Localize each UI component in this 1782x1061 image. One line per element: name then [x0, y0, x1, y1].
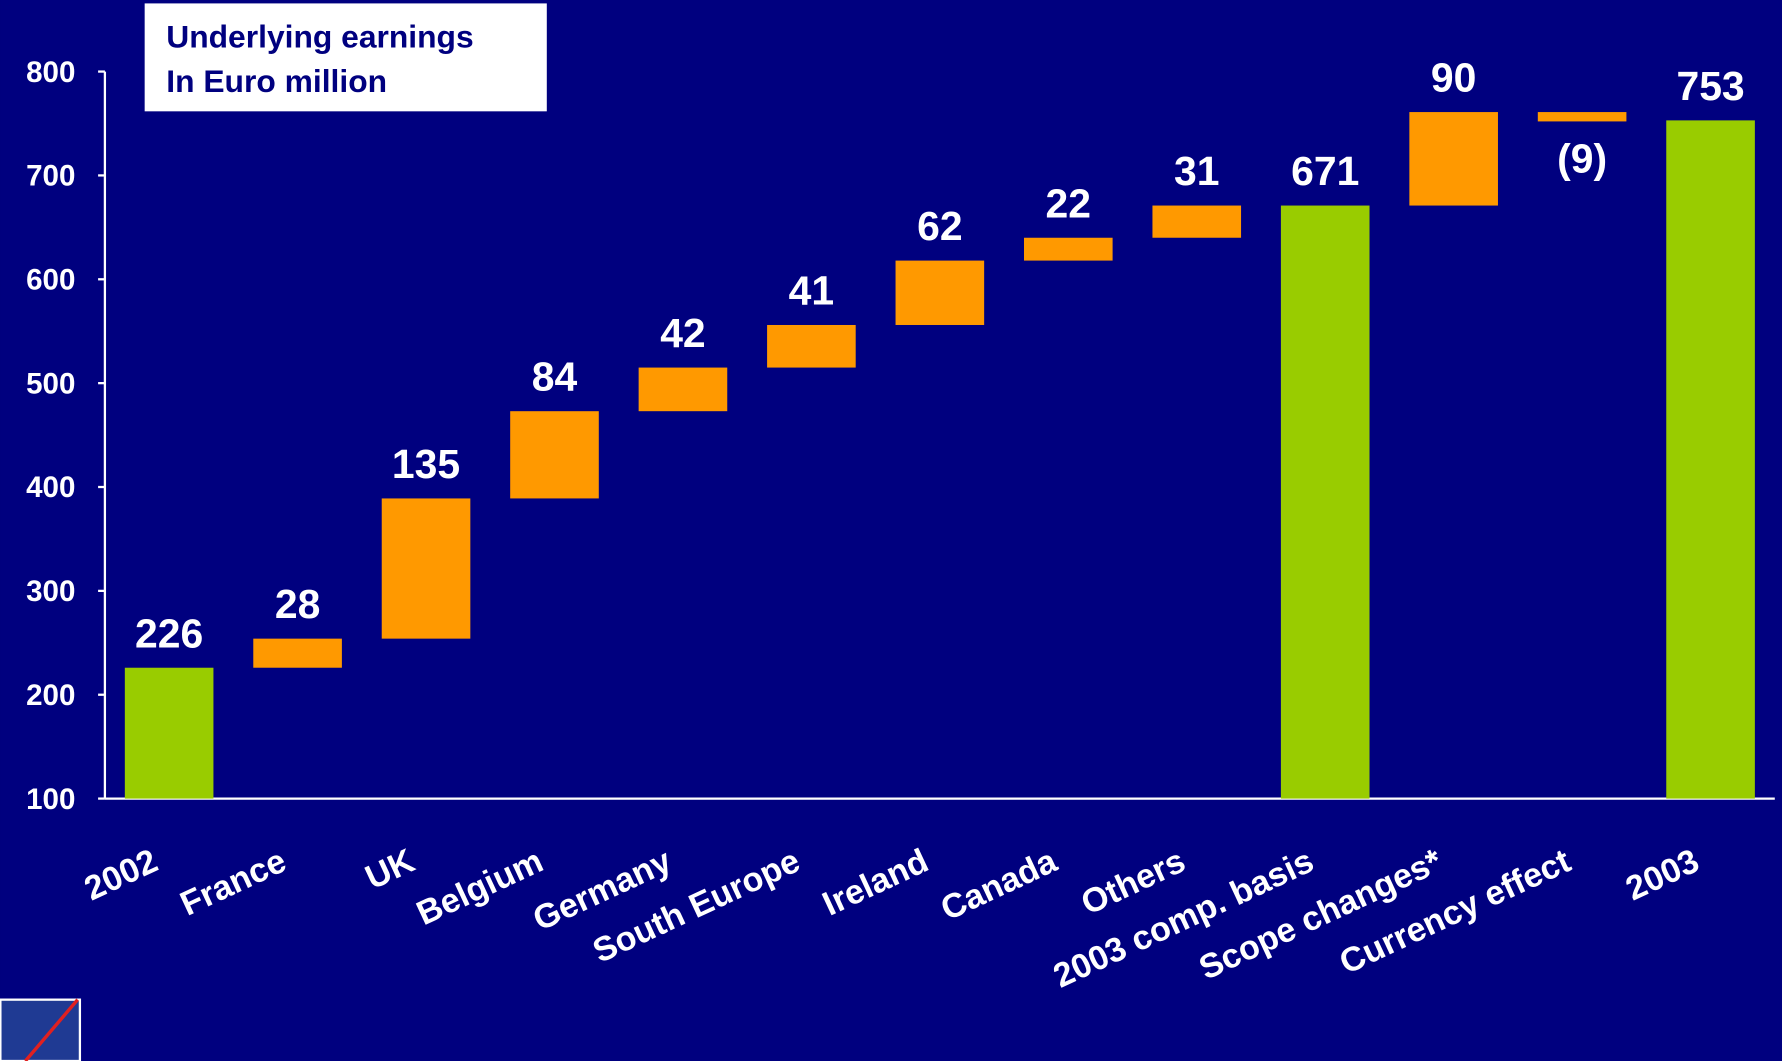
bar	[1537, 112, 1627, 122]
value-label: 28	[275, 581, 320, 627]
value-label: 90	[1431, 55, 1476, 101]
y-tick-label: 100	[26, 783, 75, 816]
value-label: 42	[660, 310, 705, 356]
title-box	[144, 3, 547, 112]
bar	[638, 367, 728, 412]
value-label: 84	[532, 354, 578, 400]
bar	[1152, 205, 1242, 238]
bar	[510, 411, 599, 499]
chart-subtitle: In Euro million	[166, 63, 387, 99]
value-label: 753	[1676, 63, 1744, 109]
y-tick-label: 500	[26, 367, 75, 400]
value-label: 22	[1046, 180, 1091, 226]
bar	[1280, 205, 1370, 799]
logo-stroke	[24, 998, 79, 1061]
bar	[253, 638, 342, 668]
value-label: 31	[1174, 148, 1219, 194]
bar	[895, 260, 985, 325]
chart-title: Underlying earnings	[166, 19, 473, 55]
bar	[1666, 120, 1755, 799]
y-tick-label: 600	[26, 264, 75, 297]
value-label: 671	[1291, 148, 1359, 194]
bar	[381, 498, 471, 639]
bar	[767, 324, 856, 368]
value-label: 135	[392, 441, 460, 487]
value-label: (9)	[1557, 136, 1607, 182]
y-tick-label: 800	[26, 56, 75, 89]
bar	[1409, 112, 1498, 206]
bar	[1023, 237, 1113, 261]
logo-box	[0, 998, 82, 1061]
bar	[124, 667, 214, 799]
y-tick-label: 200	[26, 679, 75, 712]
y-tick-label: 400	[26, 471, 75, 504]
y-tick-label: 300	[26, 575, 75, 608]
value-label: 41	[789, 268, 834, 314]
y-tick-label: 700	[26, 160, 75, 193]
value-label: 62	[917, 203, 962, 249]
value-label: 226	[135, 610, 203, 656]
logo	[0, 998, 82, 1061]
